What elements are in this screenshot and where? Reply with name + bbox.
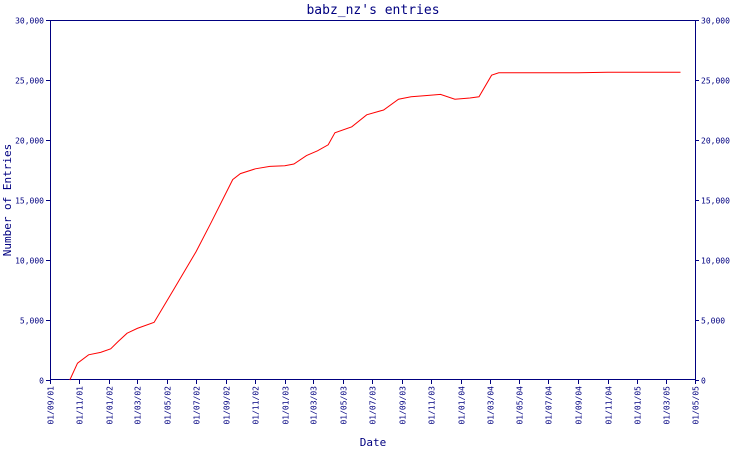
y-tick-label-left: 15,000 — [15, 197, 44, 206]
x-tick-label: 01/01/03 — [282, 386, 291, 425]
x-tick-label: 01/07/04 — [545, 386, 554, 425]
x-axis-label: Date — [360, 436, 387, 449]
series-line — [69, 71, 681, 381]
x-tick-label: 01/11/01 — [76, 386, 85, 425]
x-tick-label: 01/11/02 — [252, 386, 261, 425]
x-tick-label: 01/09/04 — [575, 386, 584, 425]
y-tick-label-right: 10,000 — [701, 257, 730, 266]
x-tick-label: 01/01/05 — [634, 386, 643, 425]
y-tick-label-left: 30,000 — [15, 17, 44, 26]
x-tick-label: 01/11/03 — [428, 386, 437, 425]
x-tick-label: 01/09/02 — [223, 386, 232, 425]
x-tick-label: 01/09/01 — [47, 386, 56, 425]
y-tick-label-left: 10,000 — [15, 257, 44, 266]
x-tick-label: 01/07/03 — [369, 386, 378, 425]
y-tick-label-left: 5,000 — [20, 317, 44, 326]
x-tick-label: 01/03/04 — [487, 386, 496, 425]
x-tick-label: 01/03/02 — [134, 386, 143, 425]
x-tick-label: 01/05/05 — [692, 386, 701, 425]
x-tick-label: 01/11/04 — [605, 386, 614, 425]
y-tick-label-right: 20,000 — [701, 137, 730, 146]
x-tick-label: 01/05/02 — [164, 386, 173, 425]
x-tick-label: 01/07/02 — [193, 386, 202, 425]
y-tick-label-right: 15,000 — [701, 197, 730, 206]
x-tick-label: 01/09/03 — [399, 386, 408, 425]
x-tick-label: 01/03/05 — [663, 386, 672, 425]
x-tick-label: 01/03/03 — [310, 386, 319, 425]
y-tick-label-right: 5,000 — [701, 317, 725, 326]
y-tick-label-right: 25,000 — [701, 77, 730, 86]
y-axis-label: Number of Entries — [1, 144, 14, 257]
chart-title: babz_nz's entries — [306, 3, 439, 18]
y-tick-label-left: 0 — [39, 377, 44, 386]
series-layer — [69, 71, 681, 381]
y-tick-label-right: 0 — [701, 377, 706, 386]
x-tick-label: 01/01/02 — [106, 386, 115, 425]
y-ticks: 0 0 5,000 5,000 10,000 10,000 15,000 15,000 20,0… — [15, 17, 730, 386]
y-tick-label-right: 30,000 — [701, 17, 730, 26]
y-tick-label-left: 25,000 — [15, 77, 44, 86]
x-tick-label: 01/05/04 — [516, 386, 525, 425]
x-tick-label: 01/05/03 — [340, 386, 349, 425]
x-ticks: 01/09/01 01/11/01 01/01/02 01/03/02 01/05/02… — [47, 380, 701, 425]
y-tick-label-left: 20,000 — [15, 137, 44, 146]
plot-frame — [50, 20, 696, 380]
x-tick-label: 01/01/04 — [458, 386, 467, 425]
